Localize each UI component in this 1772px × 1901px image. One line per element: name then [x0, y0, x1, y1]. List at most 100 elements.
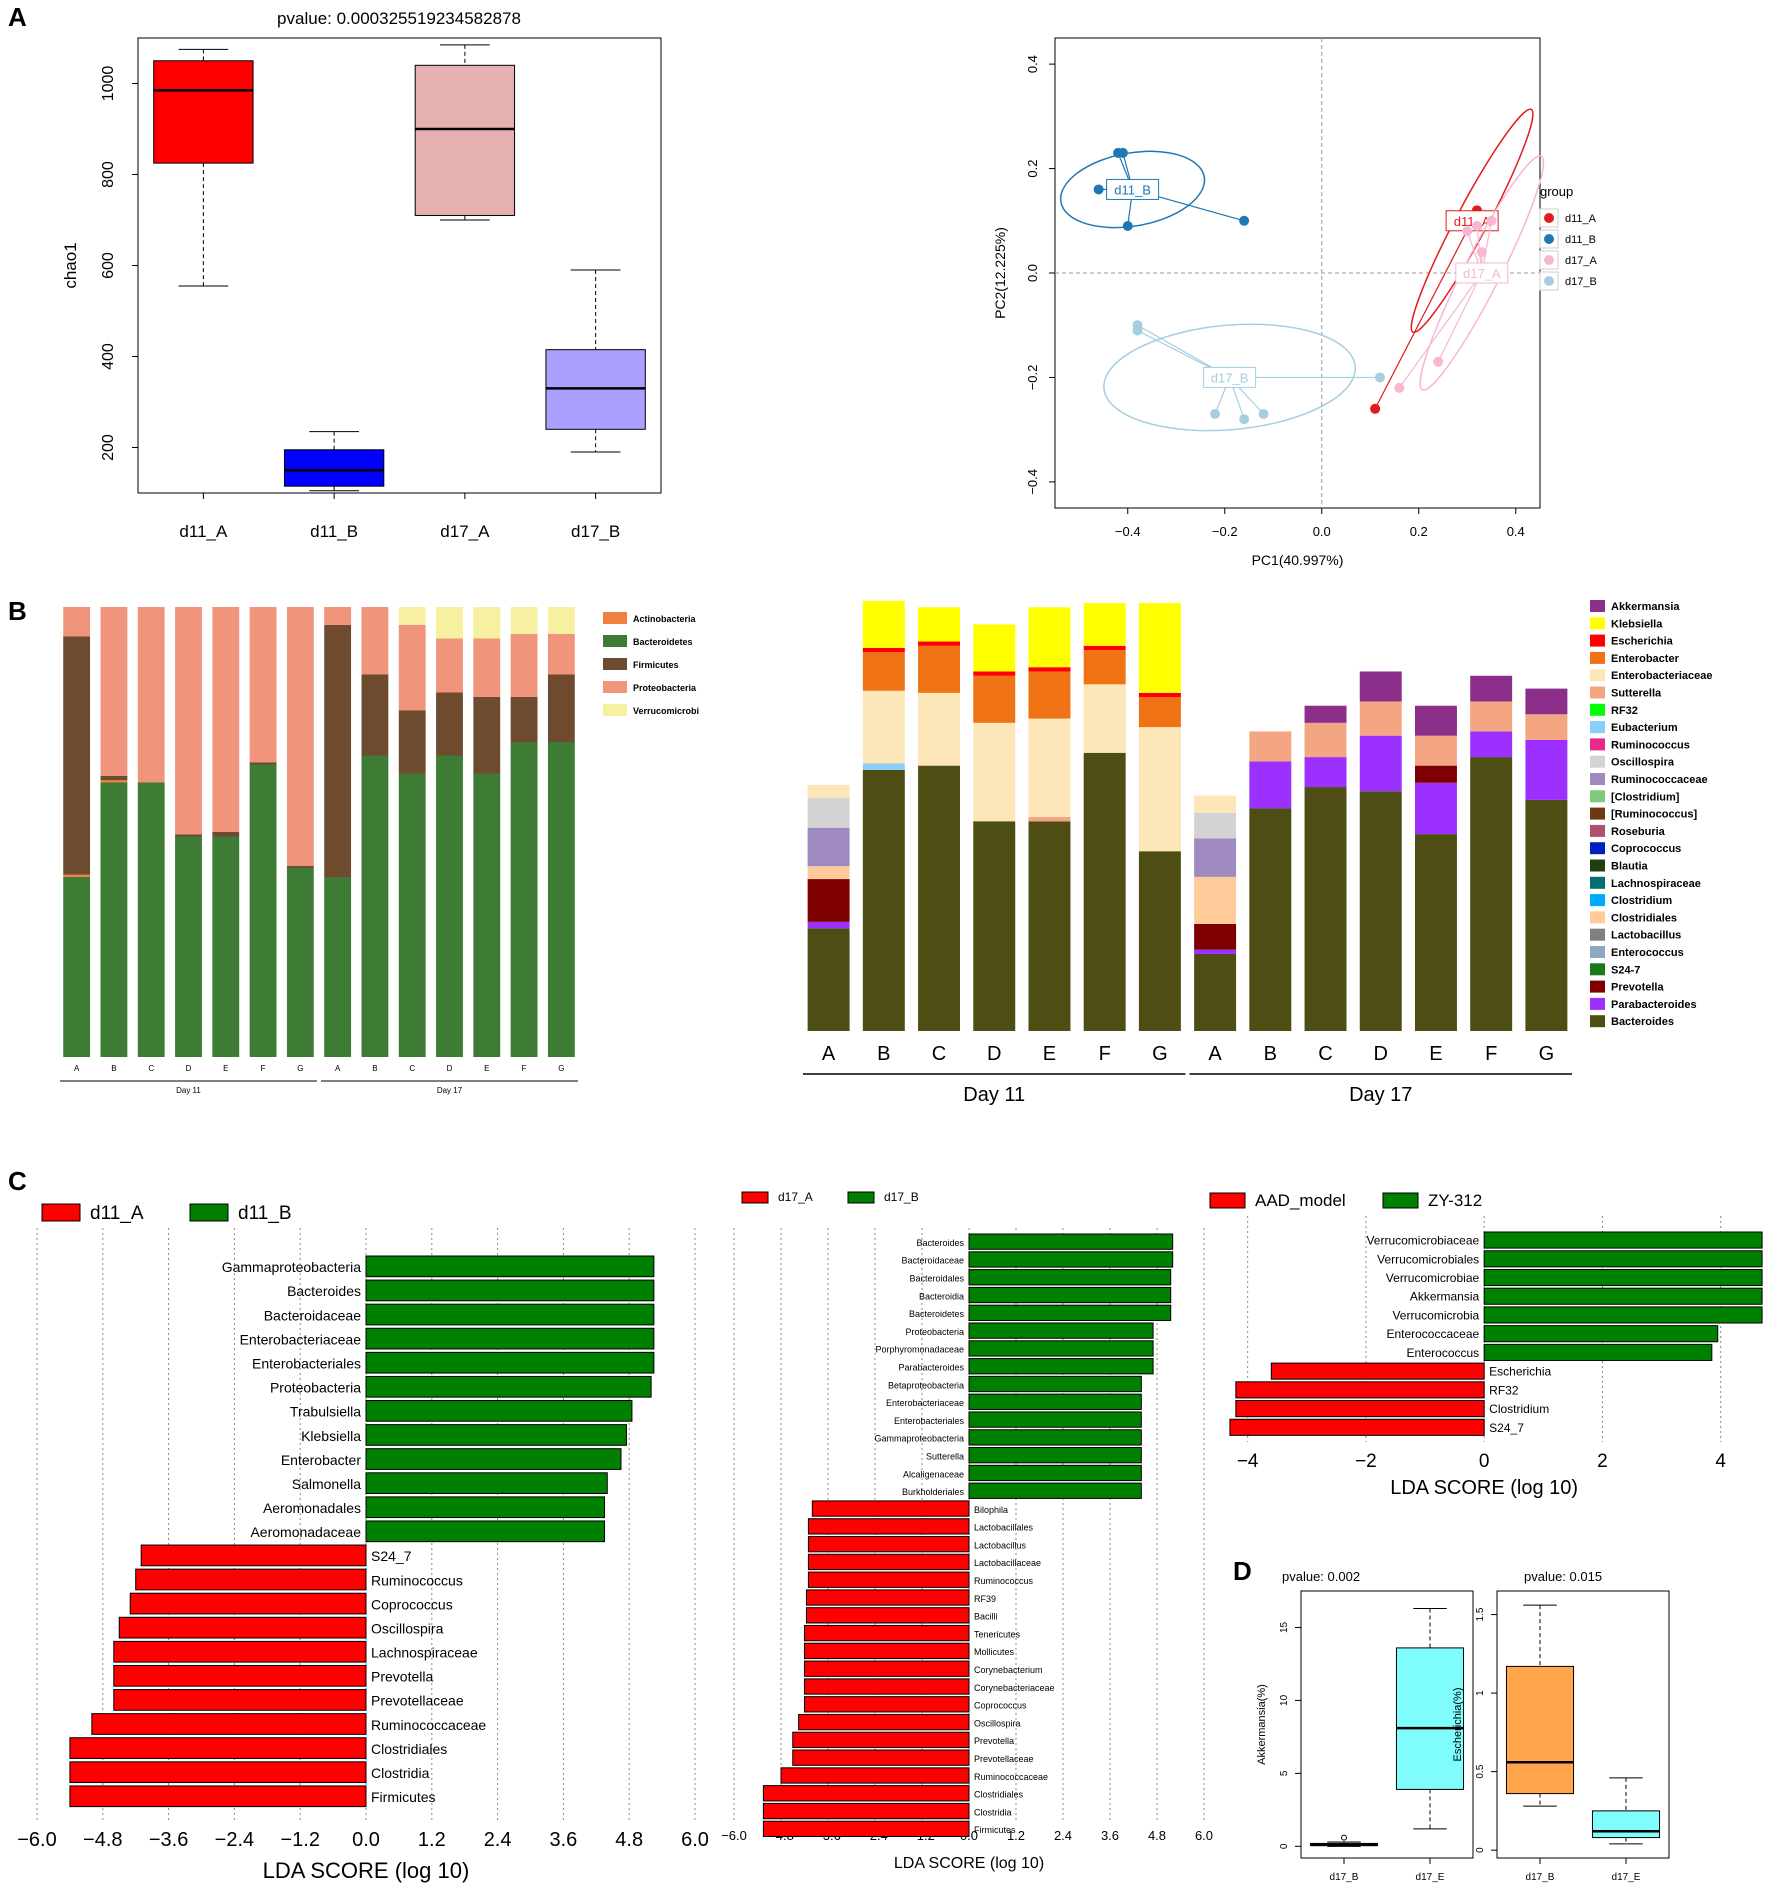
x-tick-label: E — [1043, 1043, 1056, 1065]
category-label-bacteroidales: Bacteroidales — [909, 1274, 964, 1284]
bar-segment-proteobacteria — [398, 625, 426, 711]
legend-label-akkermansia: Akkermansia — [1611, 601, 1680, 613]
lda-bar-enterobacteriaceae — [968, 1393, 1142, 1410]
category-label-parabacteroides: Parabacteroides — [898, 1362, 964, 1372]
bar-segment-proteobacteria — [249, 607, 277, 763]
category-label-prevotella: Prevotella — [371, 1669, 433, 1685]
x-tick-label: 3.6 — [1101, 1828, 1119, 1843]
category-label-gammaproteobacteria: Gammaproteobacteria — [222, 1259, 362, 1275]
legend-label-eubacterium: Eubacterium — [1611, 722, 1678, 734]
category-label-corynebacteriaceae: Corynebacteriaceae — [974, 1683, 1055, 1693]
lda-bar-escherichia — [1270, 1362, 1485, 1380]
bar-segment-verrucomicrobi — [436, 607, 463, 639]
confidence-ellipse-d17-b — [1103, 323, 1357, 432]
category-label-alcaligenaceae: Alcaligenaceae — [903, 1469, 964, 1479]
legend-swatch-d11-a — [41, 1203, 81, 1222]
lda-bar-clostridiales — [69, 1737, 367, 1759]
box-d11-b — [283, 449, 385, 487]
lda-bar-prevotella — [792, 1731, 970, 1749]
plot-frame — [1496, 1590, 1670, 1859]
bar-segment-klebsiella — [918, 607, 961, 642]
bar-segment-proteobacteria — [175, 607, 202, 835]
bar-segment-bacteroides — [1249, 808, 1292, 1031]
category-label-akkermansia: Akkermansia — [1410, 1290, 1480, 1304]
bar-segment-enterobacter — [1083, 650, 1126, 685]
legend-swatch-proteobacteria — [603, 681, 627, 693]
x-tick-label: 3.6 — [549, 1829, 577, 1851]
category-label-verrucomicrobiae: Verrucomicrobiae — [1386, 1271, 1480, 1285]
legend-swatch-enterococcus — [1590, 946, 1605, 958]
x-tick-label: G — [1539, 1043, 1555, 1065]
legend-label-coprococcus: Coprococcus — [1611, 843, 1681, 855]
point-d17-b — [1239, 414, 1250, 425]
category-label-proteobacteria: Proteobacteria — [905, 1327, 964, 1337]
bar-segment-sutterella — [1525, 714, 1568, 740]
category-label-lactobacillales: Lactobacillales — [974, 1523, 1034, 1533]
category-label-proteobacteria: Proteobacteria — [270, 1380, 361, 1396]
y-tick-label: 0 — [1279, 1843, 1290, 1849]
legend-label-proteobacteria: Proteobacteria — [633, 683, 697, 693]
lda-bar-oscillospira — [118, 1616, 367, 1639]
bar-segment-firmicutes — [175, 834, 202, 837]
category-label-enterococcus: Enterococcus — [1406, 1346, 1479, 1360]
legend-swatch-sutterella — [1590, 686, 1605, 699]
bar-segment-akkermansia — [1525, 688, 1568, 715]
legend-swatch-enterobacteriaceae — [1590, 669, 1605, 682]
lda-bar-bacteroidetes — [968, 1304, 1172, 1321]
lda-bar-verrucomicrobiae — [1483, 1268, 1763, 1287]
bar-segment-actinobacteria — [100, 780, 128, 783]
x-tick-label: −4.8 — [83, 1829, 122, 1851]
category-label-klebsiella: Klebsiella — [301, 1428, 361, 1444]
category-label-clostridia: Clostridia — [974, 1807, 1012, 1817]
x-tick-label: A — [74, 1064, 80, 1073]
category-label-tenericutes: Tenericutes — [974, 1629, 1021, 1639]
bar-segment-firmicutes — [100, 775, 128, 781]
bar-segment-enterobacteriaceae — [918, 692, 961, 766]
x-tick-label: −1.2 — [280, 1829, 319, 1851]
bar-segment-prevotella — [1414, 765, 1457, 783]
bar-segment-enterobacteriaceae — [1194, 795, 1237, 813]
bar-segment-proteobacteria — [100, 607, 128, 776]
bar-segment-eubacterium — [862, 763, 905, 770]
panel-letter-b: B — [8, 596, 27, 626]
y-tick-label: 1000 — [100, 66, 117, 102]
lda-bar-clostridia — [69, 1761, 367, 1784]
x-tick-label: 4.8 — [615, 1829, 643, 1851]
x-tick-label: 2 — [1597, 1451, 1608, 1472]
category-label-bilophila: Bilophila — [974, 1505, 1008, 1515]
y-tick-label: 0 — [1475, 1847, 1486, 1853]
point-d11-b — [1117, 147, 1128, 158]
bar-segment-verrucomicrobi — [473, 607, 501, 639]
centroid-label-box — [1106, 178, 1160, 200]
category-label-lactobacillus: Lactobacillus — [974, 1540, 1027, 1550]
category-label-salmonella: Salmonella — [292, 1476, 361, 1492]
legend-swatch-roseburia — [1590, 824, 1605, 837]
bar-segment-sutterella — [1304, 722, 1347, 758]
x-tick-label: 0.0 — [352, 1829, 380, 1851]
akkermansia-boxplot: pvalue: 0.002 0 5 10 15 Akkermansia(%) d17_B d1… — [1256, 1569, 1474, 1883]
box-d17-b — [1505, 1665, 1575, 1795]
x-tick-label: A — [822, 1043, 836, 1065]
legend-label-zy-312: ZY-312 — [1428, 1191, 1482, 1210]
y-tick-label: 0.2 — [1025, 160, 1040, 178]
category-label-enterobacteriaceae: Enterobacteriaceae — [240, 1331, 362, 1347]
bar-segment-oscillospira — [1194, 812, 1237, 839]
x-tick-label: −6.0 — [17, 1829, 56, 1851]
category-label-gammaproteobacteria: Gammaproteobacteria — [874, 1434, 964, 1444]
x-tick-label: E — [1429, 1043, 1442, 1065]
category-label-bacteroides: Bacteroides — [916, 1238, 964, 1248]
legend-swatch-parabacteroides — [1590, 997, 1605, 1010]
lda-bar-s24-7 — [140, 1544, 367, 1567]
bar-segment-proteobacteria — [286, 607, 314, 866]
x-tick-label-d11-a: d11_A — [179, 522, 228, 541]
bar-segment-parabacteroides — [1525, 739, 1568, 800]
lda-bar-clostridium — [1235, 1400, 1485, 1418]
box-d11-a — [153, 60, 254, 164]
lda-bar-ruminococcaceae — [780, 1767, 970, 1784]
legend-label-bacteroidetes: Bacteroidetes — [633, 637, 693, 647]
bar-segment-verrucomicrobi — [398, 607, 426, 625]
lda-bar-akkermansia — [1483, 1287, 1763, 1305]
panel-letter-d: D — [1233, 1556, 1252, 1586]
bar-segment-firmicutes — [473, 697, 501, 774]
bar-segment-enterobacteriaceae — [807, 784, 850, 798]
